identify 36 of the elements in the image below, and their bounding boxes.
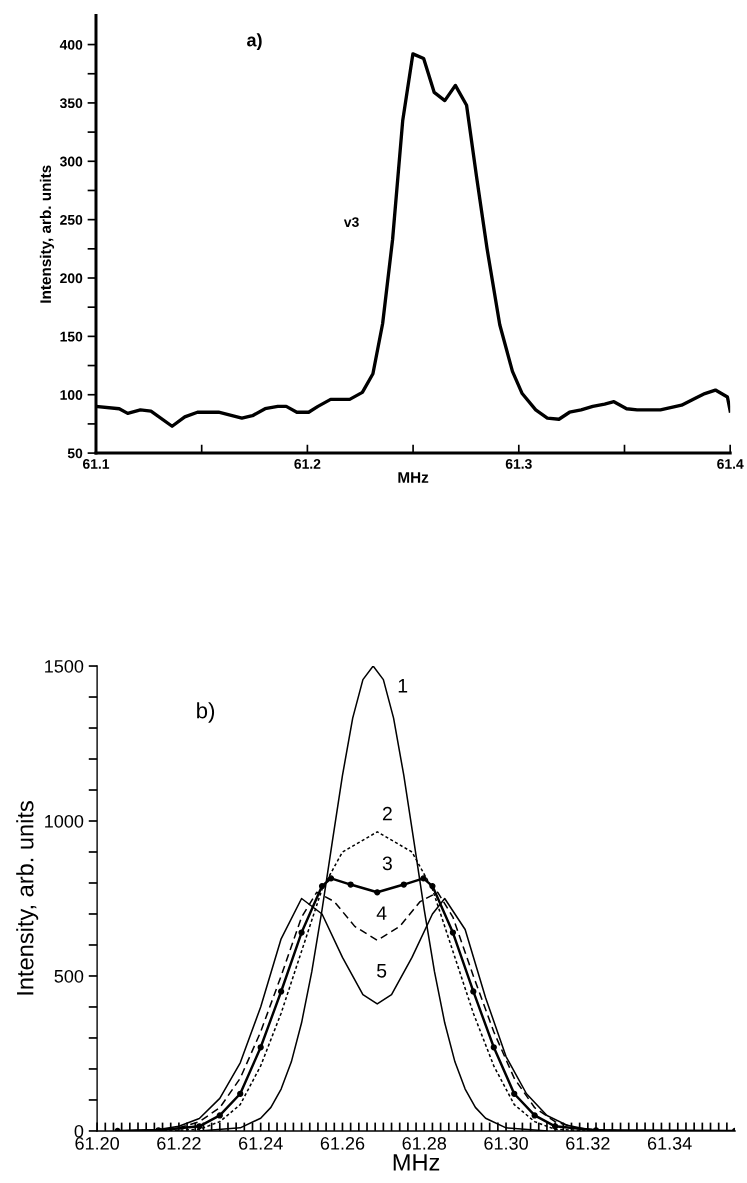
- x-tick-label: 61.30: [484, 1136, 528, 1150]
- x-tick-label: 61.32: [566, 1136, 610, 1150]
- x-tick-label: 61.3: [505, 459, 532, 469]
- x-tick-label: 61.1: [82, 459, 110, 469]
- annotation: a): [247, 33, 262, 51]
- x-tick-label: 61.26: [320, 1136, 365, 1150]
- x-tick-label: 61.24: [239, 1136, 283, 1150]
- y-tick-label: 350: [59, 98, 83, 109]
- annotation: 3: [382, 856, 392, 871]
- x-tick-label: 61.4: [717, 459, 744, 469]
- y-tick-label: 300: [59, 156, 83, 167]
- x-axis-title: MHz: [393, 1154, 440, 1171]
- annotation: 1: [398, 679, 408, 693]
- y-tick-label: 100: [60, 390, 83, 400]
- x-tick-label: 61.34: [647, 1136, 692, 1150]
- y-axis-title: Intensity, arb. units: [16, 801, 39, 995]
- x-axis-title: MHz: [398, 472, 429, 483]
- y-tick-label: 500: [54, 969, 84, 983]
- y-tick-label: 150: [60, 331, 83, 342]
- annotation: 5: [377, 964, 387, 978]
- x-tick-label: 61.22: [157, 1136, 201, 1150]
- x-tick-label: 61.2: [294, 459, 321, 469]
- annotation: 2: [382, 806, 392, 821]
- annotation: 4: [376, 906, 387, 920]
- annotation: b): [197, 702, 215, 723]
- x-tick-label: 61.28: [402, 1136, 447, 1150]
- y-tick-label: 0: [74, 1124, 84, 1138]
- y-axis-title: Intensity, arb. units: [39, 165, 55, 303]
- y-tick-label: 400: [59, 39, 83, 50]
- y-tick-label: 1500: [45, 659, 84, 673]
- x-tick-label: 61.20: [75, 1136, 119, 1150]
- annotation: v3: [343, 217, 359, 228]
- y-tick-label: 1000: [45, 814, 84, 828]
- y-tick-label: 50: [67, 448, 83, 459]
- y-tick-label: 200: [60, 273, 83, 284]
- y-tick-label: 250: [60, 214, 83, 225]
